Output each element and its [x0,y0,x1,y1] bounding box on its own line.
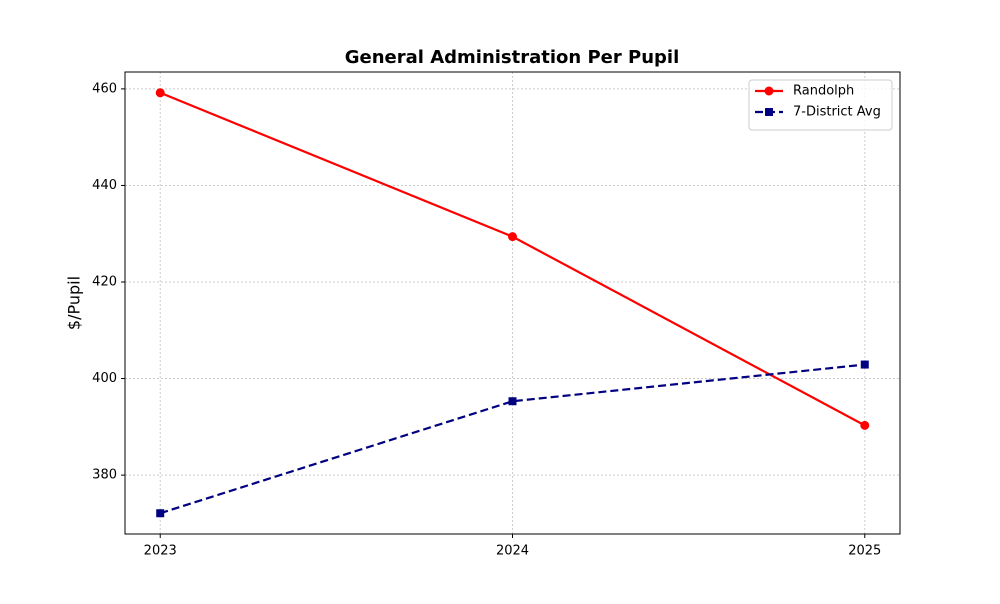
y-axis-label: $/Pupil [65,276,84,330]
plot-frame [124,71,901,535]
x-tick-label: 2024 [496,544,529,559]
marker [508,232,517,242]
legend-marker [765,108,773,116]
marker [860,420,870,430]
legend-label: Randolph [793,84,854,99]
x-tick-label: 2025 [848,544,881,559]
y-tick-label: 400 [92,371,117,386]
x-tick-label: 2023 [144,544,177,559]
y-tick-label: 380 [92,468,117,483]
y-tick-label: 460 [92,81,117,96]
marker [155,88,165,98]
chart-title: General Administration Per Pupil [345,47,680,68]
marker [860,360,869,369]
legend-label: 7-District Avg [793,105,881,120]
legend-marker [764,86,774,96]
y-tick-label: 440 [92,178,117,193]
y-tick-label: 420 [92,275,117,290]
series-line [159,363,865,515]
legend-box [748,79,893,131]
marker [508,397,517,406]
marker [156,509,165,518]
